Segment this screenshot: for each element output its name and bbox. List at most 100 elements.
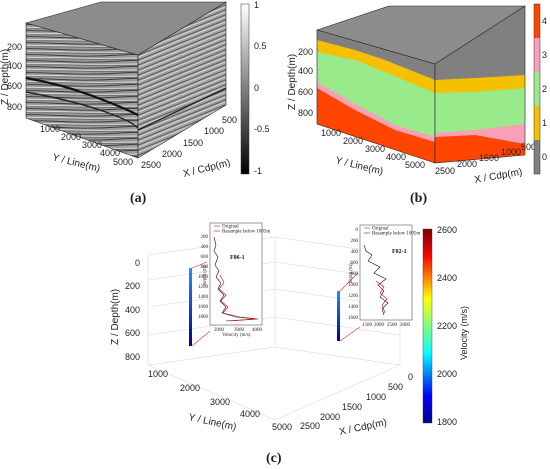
well-f02-1-column bbox=[337, 291, 340, 341]
z-tick: 400 bbox=[125, 305, 140, 315]
z-tick: 400 bbox=[7, 61, 22, 71]
x-axis-label: X / Cdp(m) bbox=[182, 158, 232, 180]
colorbar-tick: 2400 bbox=[437, 273, 457, 283]
velocity-curve-resampled bbox=[218, 274, 259, 322]
x-tick: 500 bbox=[222, 115, 237, 125]
well-f02-1-log: F02-1 Original Resample below 1005m dept… bbox=[348, 224, 420, 328]
well-f06-1-log: F06-1 Original Resample below 1005m dept… bbox=[198, 222, 270, 338]
depth-tick: 1400 bbox=[348, 305, 359, 310]
velocity-tick: 2000 bbox=[374, 323, 385, 328]
x-tick: 1500 bbox=[183, 138, 203, 148]
y-tick: 5000 bbox=[272, 422, 292, 432]
depth-tick: 800 bbox=[351, 272, 359, 277]
y-tick: 4000 bbox=[386, 152, 406, 162]
x-tick: 2500 bbox=[141, 160, 161, 170]
seismic-cube: Z / Depth(m) 200 400 600 800 1000 2000 3… bbox=[0, 0, 270, 180]
x-tick: 1500 bbox=[479, 153, 499, 163]
velocity-curve-original bbox=[363, 244, 389, 316]
depth-tick: 600 bbox=[351, 261, 359, 266]
x-tick: 2000 bbox=[162, 149, 182, 159]
y-tick: 2000 bbox=[180, 383, 200, 393]
z-tick: 600 bbox=[7, 81, 22, 91]
y-tick: 1000 bbox=[40, 124, 60, 134]
colorbar-tick: 1 bbox=[254, 0, 259, 10]
z-tick: 200 bbox=[7, 42, 22, 52]
layer-0 bbox=[317, 30, 435, 80]
velocity-tick: 2500 bbox=[387, 323, 398, 328]
depth-tick: 200 bbox=[201, 235, 209, 240]
depth-tick: 400 bbox=[201, 245, 209, 250]
well-name: F06-1 bbox=[230, 255, 245, 261]
velocity-curve-original bbox=[213, 236, 257, 322]
x-tick: 1000 bbox=[501, 147, 521, 157]
caption-b: (b) bbox=[410, 191, 428, 206]
depth-tick: 1200 bbox=[348, 294, 359, 299]
colorbar-tick: -0.5 bbox=[254, 124, 270, 134]
z-tick: 800 bbox=[298, 108, 313, 118]
z-tick: 800 bbox=[7, 102, 22, 112]
facies-cube: Z / Depth(m) 200 400 600 800 1000 2000 3… bbox=[287, 3, 547, 186]
y-tick: 4000 bbox=[240, 409, 260, 419]
y-tick: 3000 bbox=[210, 397, 230, 407]
panel-a: Z / Depth(m) 200 400 600 800 1000 2000 3… bbox=[0, 0, 275, 200]
y-axis-label: Y / Line(m) bbox=[334, 155, 384, 177]
legend-resample: Resample below 1005m bbox=[372, 232, 420, 237]
depth-label: depth (m) bbox=[349, 263, 354, 283]
depth-tick: 0 bbox=[356, 228, 359, 233]
z-axis-label: Z / Depth(m) bbox=[287, 54, 298, 110]
amplitude-colorbar bbox=[240, 3, 250, 175]
colorbar-swatch bbox=[534, 4, 540, 38]
depth-tick: 1600 bbox=[348, 316, 359, 321]
depth-tick: 1600 bbox=[198, 305, 209, 310]
velocity-tick: 2000 bbox=[214, 328, 225, 333]
panel-b: Z / Depth(m) 200 400 600 800 1000 2000 3… bbox=[275, 0, 550, 200]
colorbar-swatch bbox=[534, 106, 540, 140]
y-tick: 1000 bbox=[321, 128, 341, 138]
x-tick: 500 bbox=[388, 382, 403, 392]
panel-c: Z / Depth(m) 0 200 400 600 800 1000 2000… bbox=[0, 215, 550, 445]
colorbar-tick: 1800 bbox=[437, 417, 457, 427]
x-tick: 2500 bbox=[435, 166, 455, 176]
velocity-curve-resampled bbox=[375, 280, 388, 314]
x-tick: 2000 bbox=[320, 412, 340, 422]
y-tick: 2000 bbox=[61, 132, 81, 142]
colorbar-tick: 0 bbox=[254, 83, 259, 93]
colorbar-tick: 0 bbox=[542, 152, 547, 162]
z-tick: 200 bbox=[298, 47, 313, 57]
depth-label: depth (m) bbox=[203, 265, 208, 285]
x-tick: 2500 bbox=[300, 421, 320, 431]
colorbar-tick: 3 bbox=[542, 50, 547, 60]
well-f06-1-column bbox=[189, 268, 192, 346]
depth-tick: 1000 bbox=[198, 275, 209, 280]
z-tick: 200 bbox=[125, 281, 140, 291]
z-axis-label: Z / Depth(m) bbox=[110, 289, 121, 345]
colorbar-label: Velocity (m/s) bbox=[459, 306, 469, 360]
velocity-colorbar bbox=[422, 228, 433, 424]
depth-tick: 1800 bbox=[198, 315, 209, 320]
y-tick: 2000 bbox=[343, 136, 363, 146]
x-tick: 1000 bbox=[204, 126, 224, 136]
colorbar-tick: 4 bbox=[542, 16, 547, 26]
colorbar-swatch bbox=[534, 140, 540, 174]
caption-c: (c) bbox=[266, 451, 282, 466]
y-tick: 3000 bbox=[365, 144, 385, 154]
y-tick: 4000 bbox=[100, 148, 120, 158]
colorbar-tick: 2600 bbox=[437, 225, 457, 235]
x-tick: 1000 bbox=[366, 392, 386, 402]
colorbar-swatch bbox=[534, 72, 540, 106]
depth-tick: 600 bbox=[201, 255, 209, 260]
y-tick: 3000 bbox=[82, 140, 102, 150]
colorbar-tick: 2200 bbox=[437, 321, 457, 331]
x-tick: 1500 bbox=[342, 402, 362, 412]
depth-tick: 200 bbox=[351, 239, 359, 244]
colorbar-tick: -1 bbox=[254, 166, 262, 176]
x-axis-label: X / Cdp(m) bbox=[338, 417, 388, 438]
z-axis-label: Z / Depth(m) bbox=[0, 49, 11, 105]
velocity-tick: 4000 bbox=[252, 328, 263, 333]
y-tick: 5000 bbox=[405, 160, 425, 170]
depth-tick: 400 bbox=[351, 250, 359, 255]
z-tick: 0 bbox=[135, 258, 140, 268]
y-tick: 1000 bbox=[148, 369, 168, 379]
colorbar-tick: 2 bbox=[542, 84, 547, 94]
depth-tick: 1200 bbox=[198, 285, 209, 290]
